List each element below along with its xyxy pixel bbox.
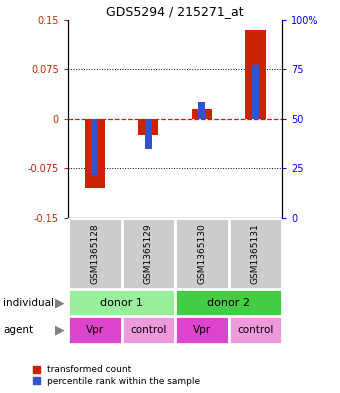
Text: GSM1365130: GSM1365130 bbox=[198, 223, 206, 284]
Bar bbox=[252, 64, 259, 119]
Bar bbox=[85, 119, 105, 188]
Text: agent: agent bbox=[3, 325, 34, 335]
Text: GSM1365131: GSM1365131 bbox=[251, 223, 260, 284]
Text: GSM1365129: GSM1365129 bbox=[144, 223, 153, 284]
Text: GSM1365128: GSM1365128 bbox=[90, 223, 99, 284]
Text: Vpr: Vpr bbox=[193, 325, 211, 335]
Text: donor 1: donor 1 bbox=[100, 298, 143, 308]
Text: ▶: ▶ bbox=[55, 296, 64, 309]
Text: Vpr: Vpr bbox=[86, 325, 104, 335]
Bar bbox=[175, 316, 228, 344]
Bar bbox=[245, 29, 266, 119]
Legend: transformed count, percentile rank within the sample: transformed count, percentile rank withi… bbox=[32, 364, 201, 387]
Bar bbox=[145, 119, 152, 149]
Title: GDS5294 / 215271_at: GDS5294 / 215271_at bbox=[106, 6, 244, 18]
Bar bbox=[121, 316, 175, 344]
Bar bbox=[68, 289, 175, 316]
Bar bbox=[228, 218, 282, 289]
Bar bbox=[91, 119, 98, 175]
Text: control: control bbox=[130, 325, 167, 335]
Bar bbox=[68, 316, 121, 344]
Text: donor 2: donor 2 bbox=[207, 298, 250, 308]
Bar bbox=[175, 218, 228, 289]
Text: ▶: ▶ bbox=[55, 323, 64, 337]
Bar bbox=[228, 316, 282, 344]
Bar bbox=[175, 289, 282, 316]
Bar bbox=[199, 102, 205, 119]
Bar bbox=[138, 119, 158, 136]
Bar bbox=[192, 109, 212, 119]
Bar bbox=[121, 218, 175, 289]
Bar bbox=[68, 218, 121, 289]
Text: individual: individual bbox=[3, 298, 54, 308]
Text: control: control bbox=[237, 325, 274, 335]
